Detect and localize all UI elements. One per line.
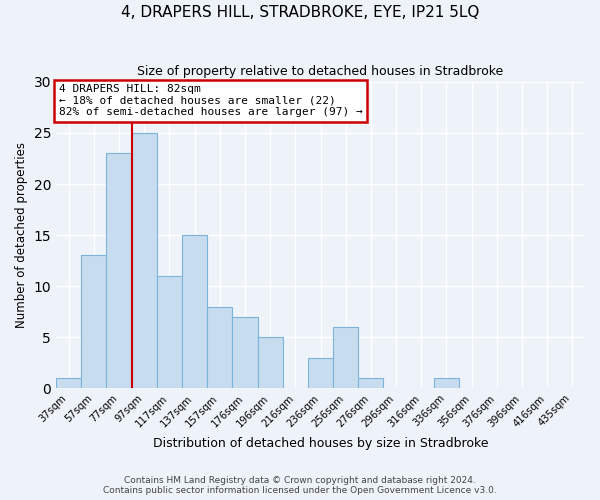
Bar: [257, 337, 283, 388]
Bar: [106, 154, 131, 388]
Bar: [182, 235, 207, 388]
Text: 4 DRAPERS HILL: 82sqm
← 18% of detached houses are smaller (22)
82% of semi-deta: 4 DRAPERS HILL: 82sqm ← 18% of detached …: [59, 84, 362, 117]
Bar: [358, 378, 383, 388]
Y-axis label: Number of detached properties: Number of detached properties: [15, 142, 28, 328]
Bar: [56, 378, 81, 388]
Text: 4, DRAPERS HILL, STRADBROKE, EYE, IP21 5LQ: 4, DRAPERS HILL, STRADBROKE, EYE, IP21 5…: [121, 5, 479, 20]
Bar: [232, 316, 257, 388]
Title: Size of property relative to detached houses in Stradbroke: Size of property relative to detached ho…: [137, 65, 503, 78]
Bar: [434, 378, 459, 388]
Bar: [81, 256, 106, 388]
Bar: [157, 276, 182, 388]
Text: Contains HM Land Registry data © Crown copyright and database right 2024.
Contai: Contains HM Land Registry data © Crown c…: [103, 476, 497, 495]
X-axis label: Distribution of detached houses by size in Stradbroke: Distribution of detached houses by size …: [153, 437, 488, 450]
Bar: [333, 327, 358, 388]
Bar: [207, 306, 232, 388]
Bar: [131, 133, 157, 388]
Bar: [308, 358, 333, 388]
